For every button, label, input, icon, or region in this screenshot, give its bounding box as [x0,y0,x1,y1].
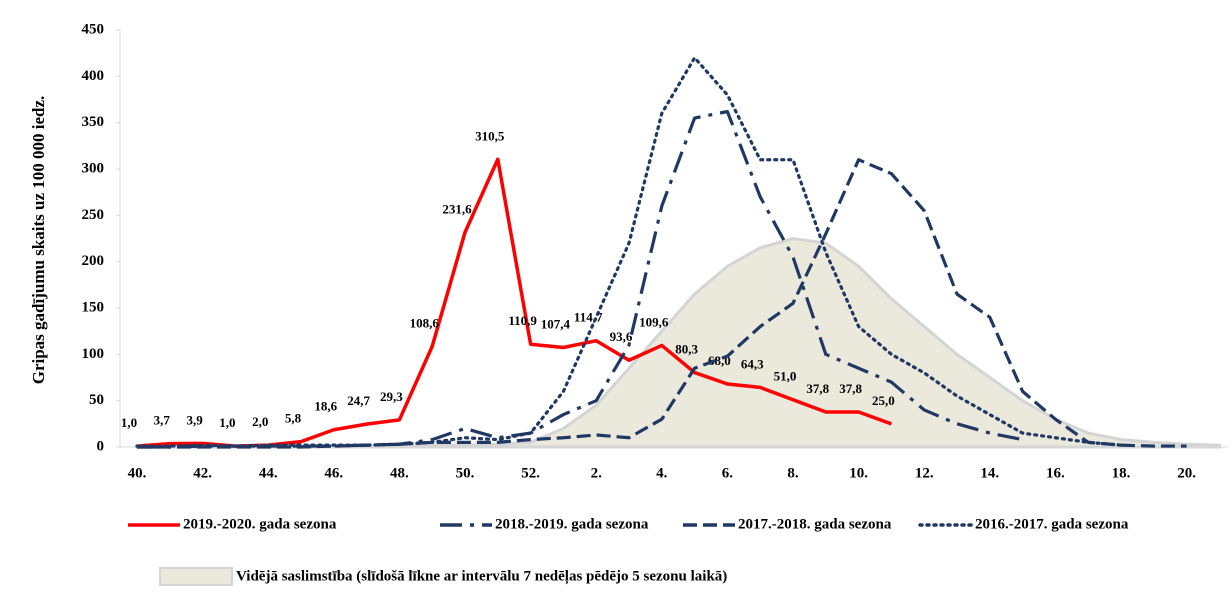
y-tick-label: 450 [82,21,105,37]
y-tick-label: 250 [82,207,105,223]
series-line [135,56,1123,448]
x-tick-label: 8. [787,465,799,481]
legend-swatch [159,567,233,586]
data-label: 1,0 [121,415,137,430]
x-tick-label: 20. [1177,465,1196,481]
y-tick-label: 0 [97,438,105,454]
data-label: 5,8 [285,411,302,426]
legend-label: 2018.-2019. gada sezona [495,516,649,532]
x-tick-label: 52. [521,465,540,481]
data-label: 64,3 [741,356,764,371]
legend-label: 2016.-2017. gada sezona [975,516,1129,532]
y-tick-label: 350 [82,114,105,130]
x-tick-label: 18. [1112,465,1131,481]
data-label: 24,7 [347,393,370,408]
data-label: 37,8 [806,381,829,396]
legend-label: 2019.-2020. gada sezona [183,516,337,532]
y-tick-label: 150 [82,299,105,315]
data-label: 2,0 [252,414,268,429]
legend-label: 2017.-2018. gada sezona [738,516,892,532]
x-tick-label: 12. [915,465,934,481]
x-tick-label: 6. [722,465,734,481]
y-tick-label: 50 [89,392,104,408]
data-label: 51,0 [774,369,797,384]
data-label: 25,0 [872,393,895,408]
x-tick-label: 4. [656,465,668,481]
data-label: 109,6 [639,314,669,329]
x-tick-label: 48. [390,465,409,481]
data-label: 3,7 [154,413,171,428]
x-tick-label: 46. [324,465,343,481]
x-tick-label: 2. [591,465,603,481]
data-label: 3,9 [186,412,203,427]
y-axis-label: Gripas gadījumu skaits uz 100 000 iedz. [29,96,48,385]
y-tick-label: 400 [82,68,105,84]
series-line [137,158,1187,449]
data-label: 310,5 [475,128,505,143]
data-label: 80,3 [675,342,698,357]
x-tick-label: 42. [193,465,212,481]
x-tick-label: 16. [1046,465,1065,481]
x-tick-label: 10. [849,465,868,481]
data-label: 107,4 [541,316,571,331]
data-label: 1,0 [219,415,235,430]
x-tick-label: 14. [980,465,999,481]
y-tick-label: 100 [82,346,105,362]
data-label: 108,6 [410,315,440,330]
data-label: 18,6 [314,399,337,414]
data-label: 29,3 [380,389,403,404]
x-tick-label: 40. [128,465,147,481]
y-tick-label: 300 [82,160,105,176]
y-tick-label: 200 [82,253,105,269]
data-label: 231,6 [442,201,472,216]
x-tick-label: 50. [456,465,475,481]
legend-label: Vidējā saslimstība (slīdošā līkne ar int… [236,568,727,584]
x-tick-label: 44. [259,465,278,481]
data-label: 93,6 [610,329,633,344]
data-label: 37,8 [839,381,862,396]
data-label: 110,9 [508,313,537,328]
